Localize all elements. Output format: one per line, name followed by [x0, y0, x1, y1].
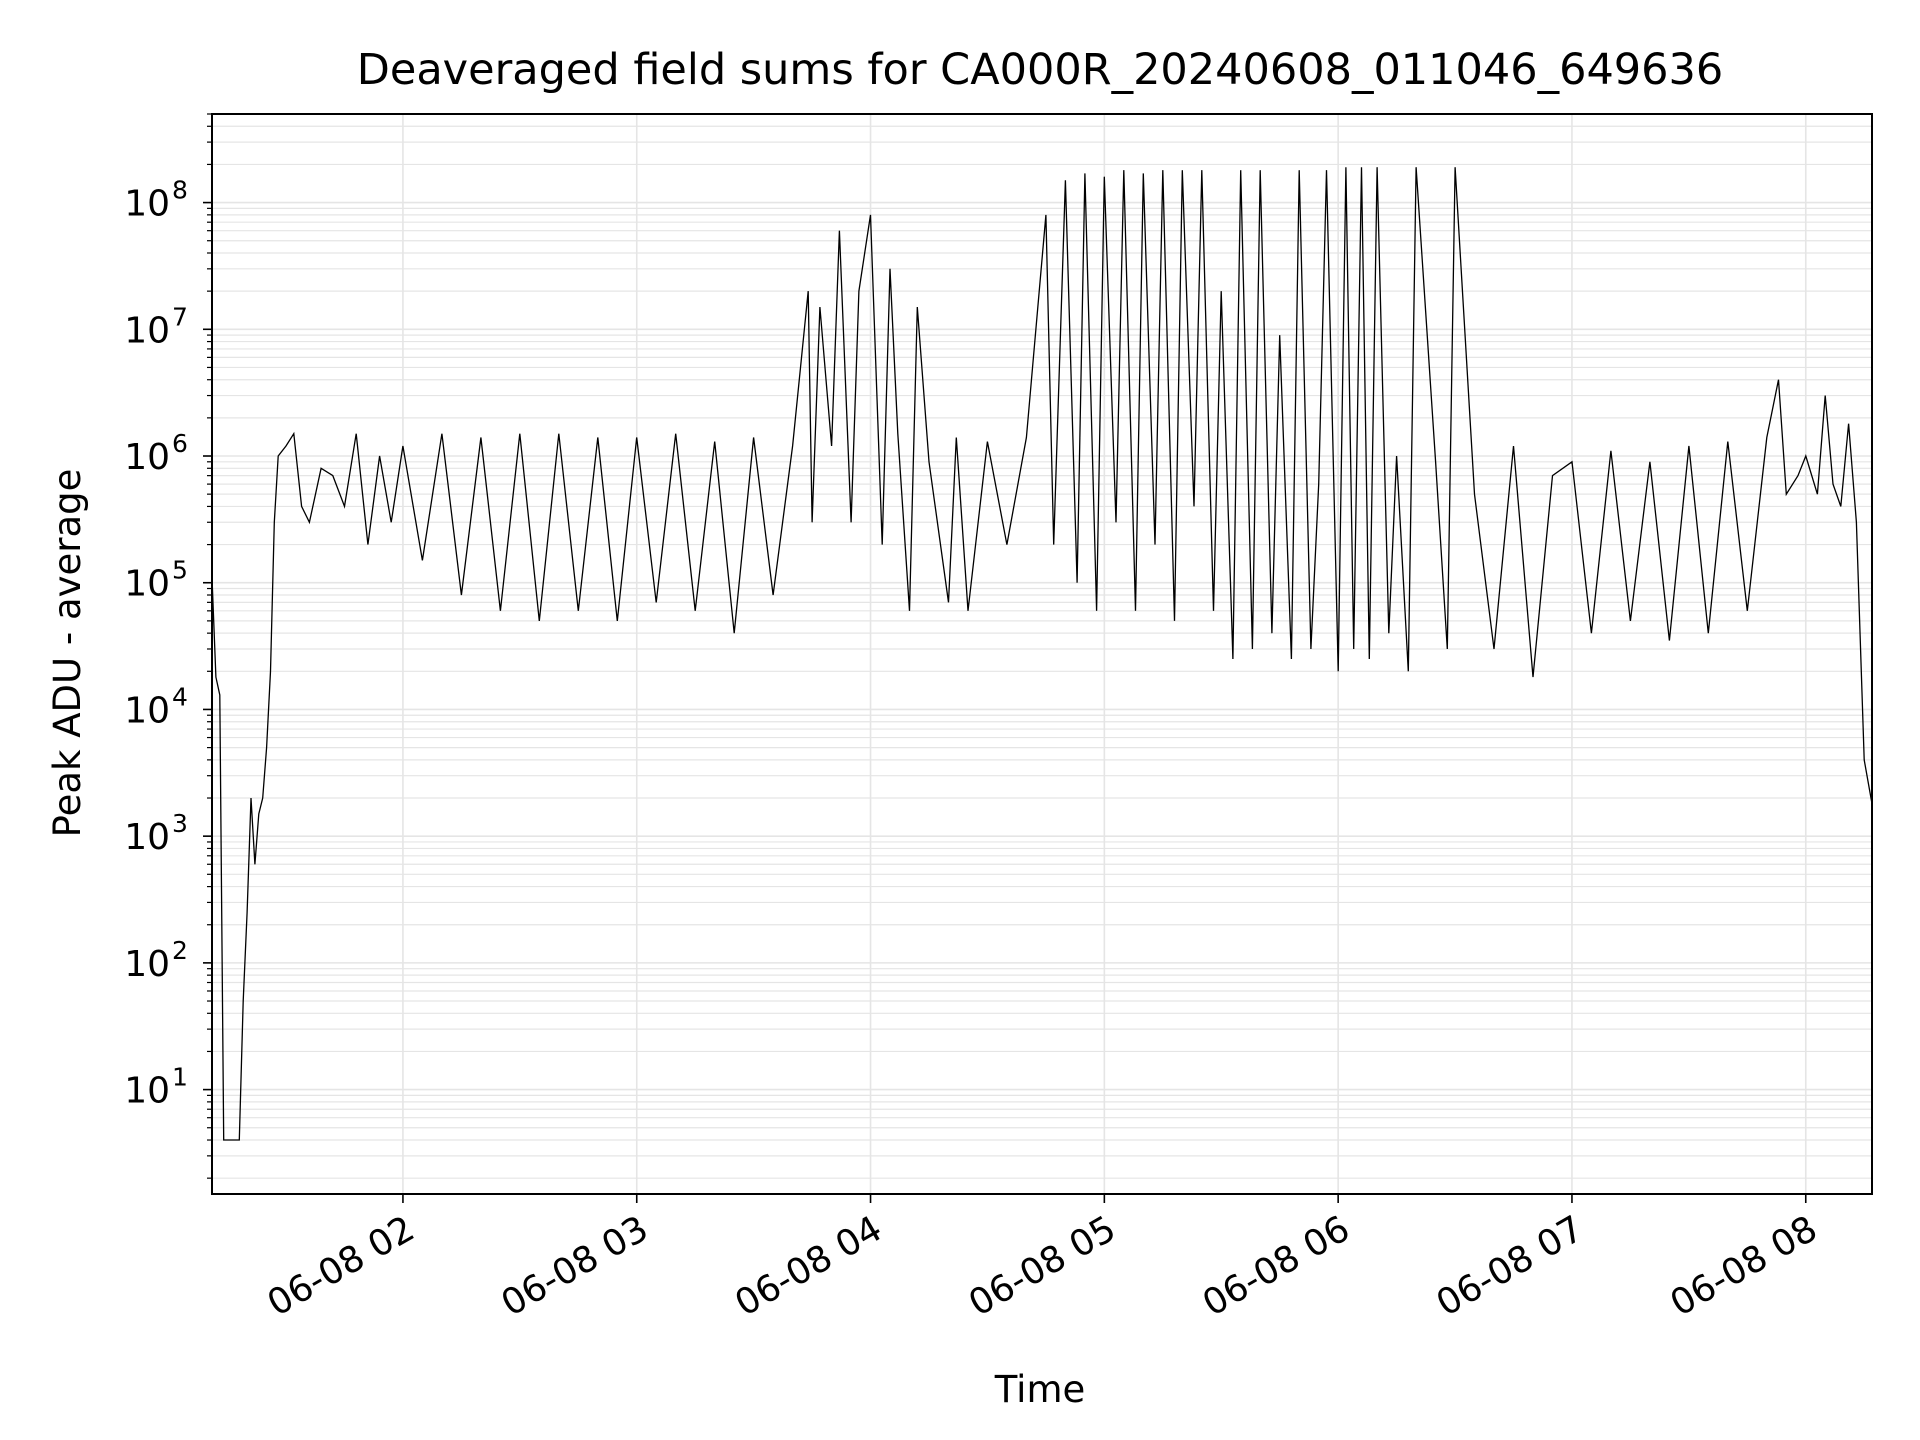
y-tick-label-exponent: 1 — [172, 1063, 188, 1092]
series-line-group — [211, 167, 1873, 1141]
y-tick-label-exponent: 7 — [172, 302, 188, 331]
y-tick-label-exponent: 2 — [172, 936, 188, 965]
y-tick-label-exponent: 3 — [172, 809, 188, 838]
chart-title: Deaveraged field sums for CA000R_2024060… — [357, 45, 1723, 95]
y-tick-label: 10 — [124, 564, 170, 605]
y-tick-label: 10 — [124, 184, 170, 225]
y-tick-label: 10 — [124, 944, 170, 985]
y-tick-label-exponent: 4 — [172, 682, 188, 711]
y-tick-label: 10 — [124, 1071, 170, 1112]
x-axis-label: Time — [994, 1368, 1086, 1411]
axes-frame — [211, 113, 1873, 1195]
y-axis-label: Peak ADU - average — [46, 469, 89, 838]
y-tick-label: 10 — [124, 690, 170, 731]
y-tick-label-exponent: 8 — [172, 176, 188, 205]
y-tick-label: 10 — [124, 310, 170, 351]
y-tick-label: 10 — [124, 817, 170, 858]
y-tick-label: 10 — [124, 437, 170, 478]
y-tick-label-exponent: 6 — [172, 429, 188, 458]
y-tick-label-exponent: 5 — [172, 556, 188, 585]
series-line — [211, 167, 1873, 1141]
